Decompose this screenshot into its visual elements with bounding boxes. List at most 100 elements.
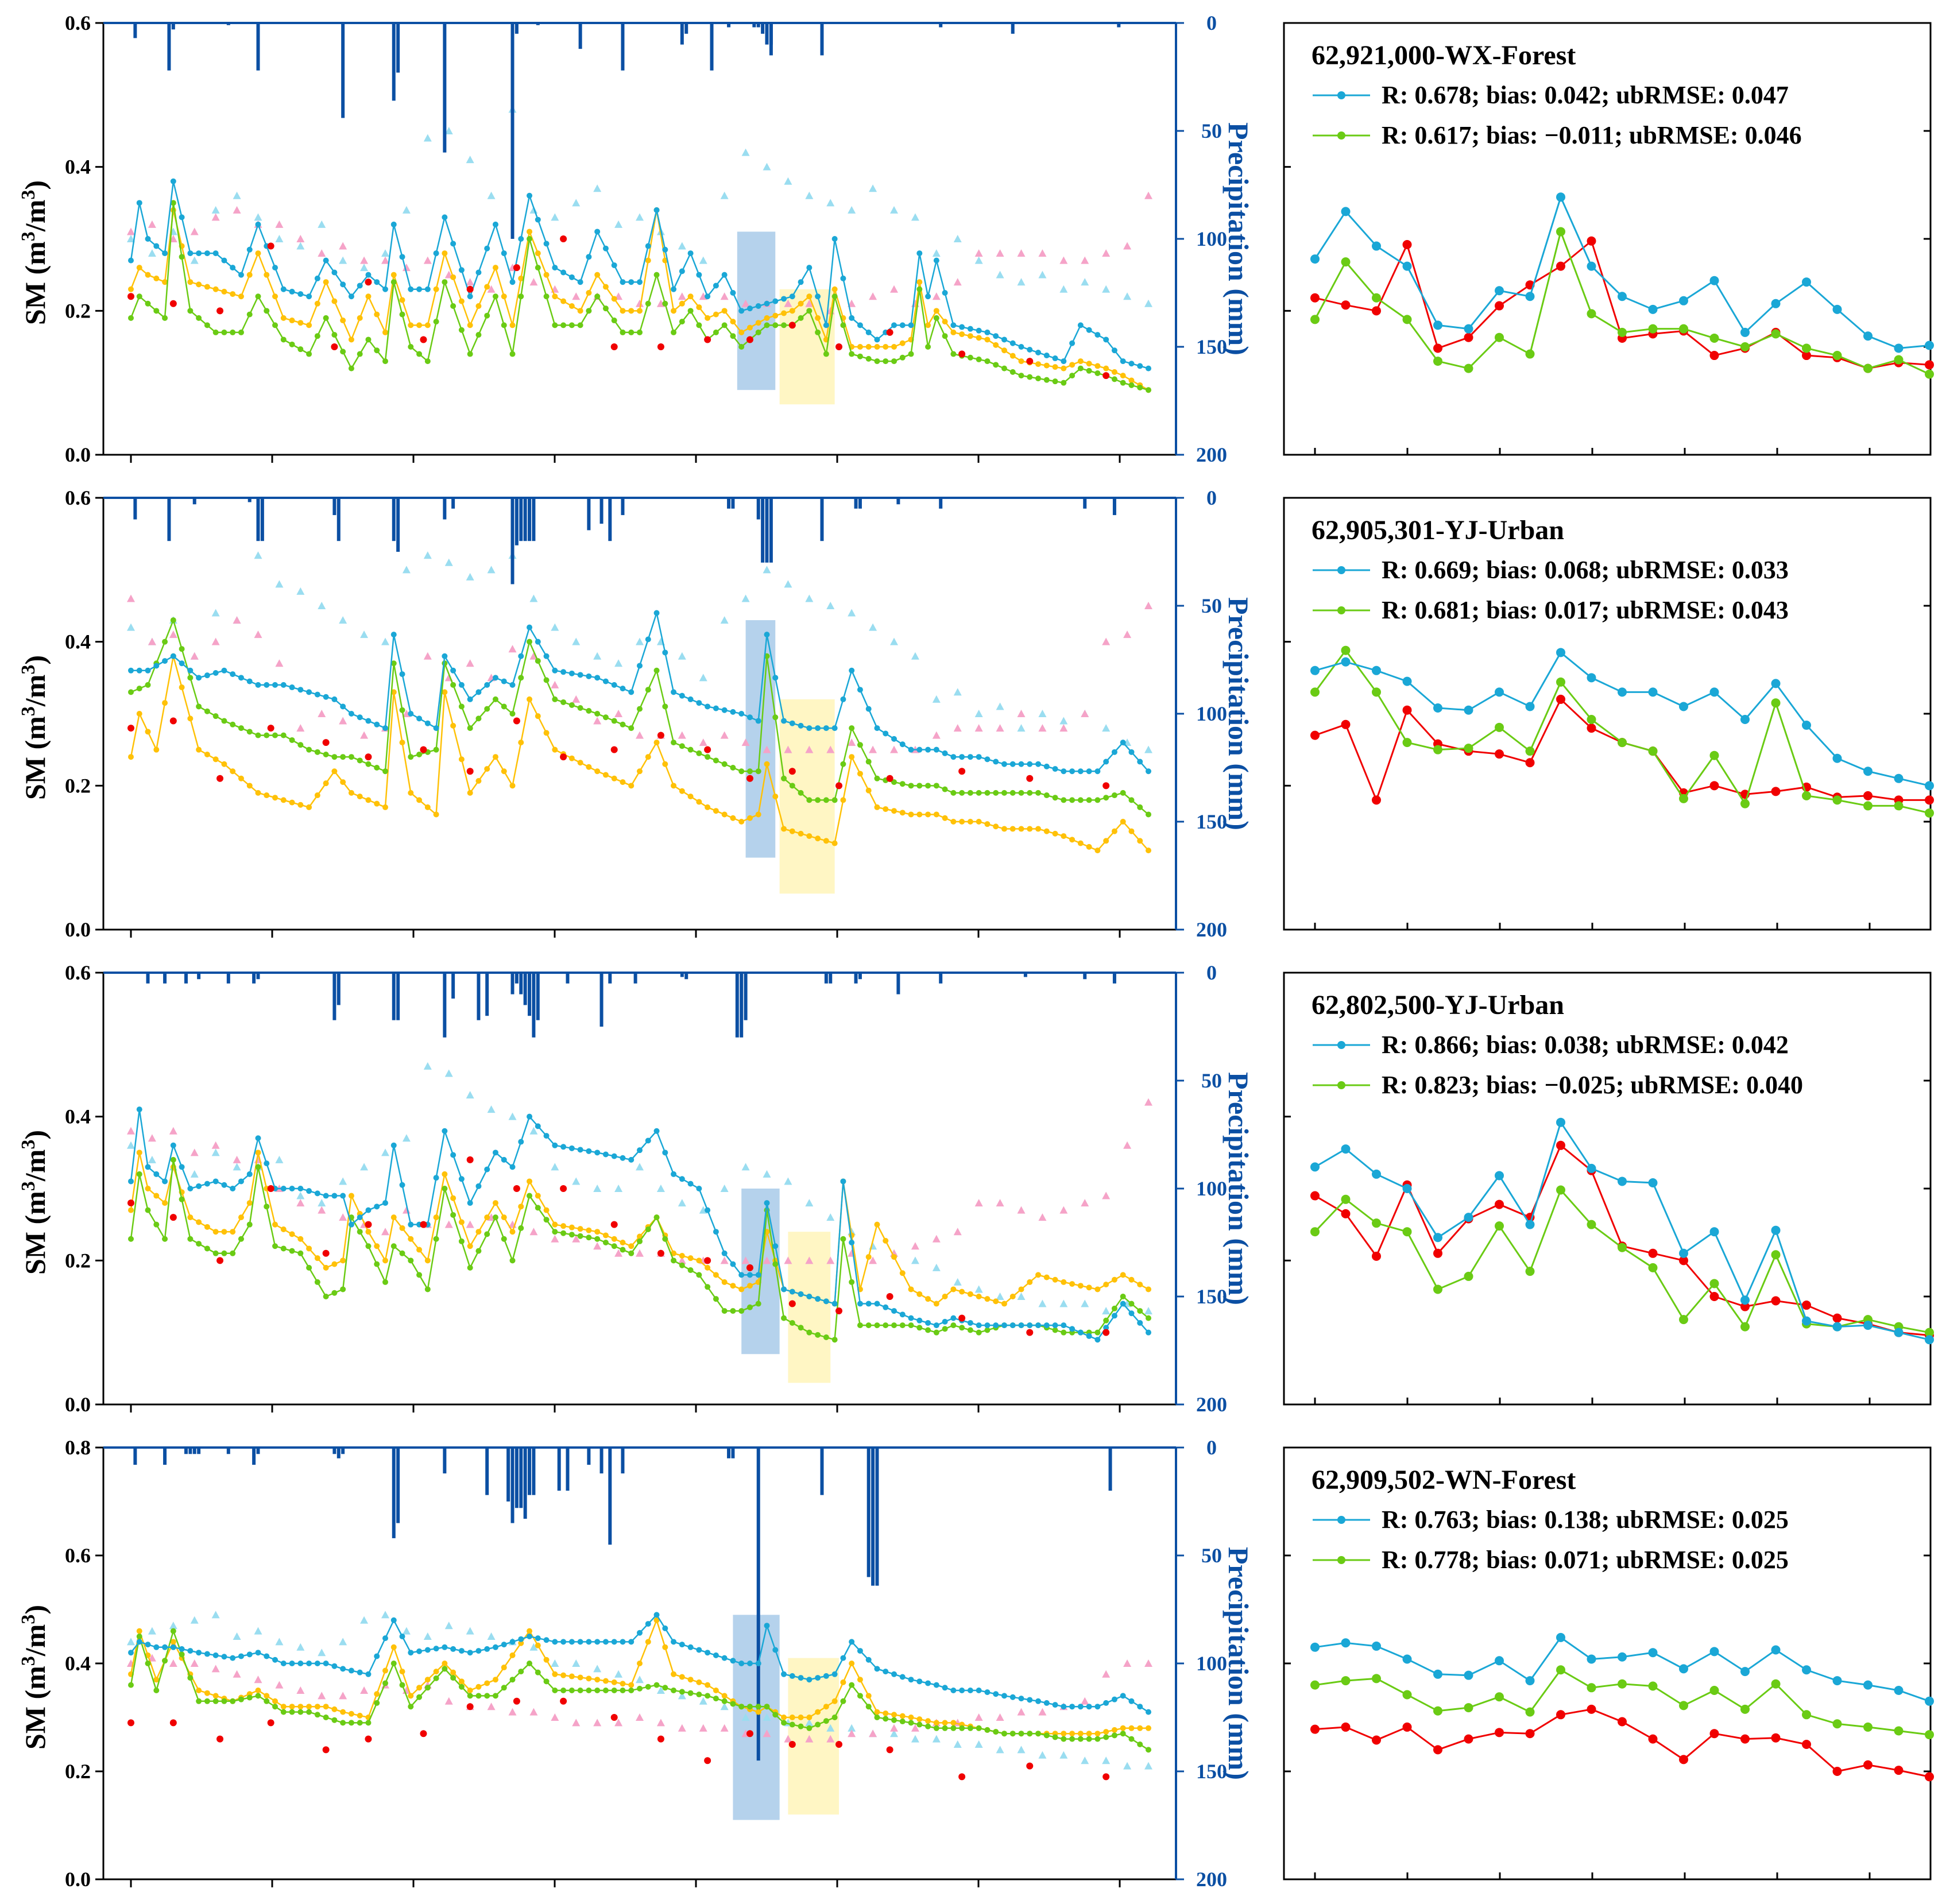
cyan-triangle-point bbox=[360, 1616, 369, 1624]
cmp-red-point bbox=[1341, 300, 1351, 310]
green-series-point bbox=[899, 1719, 906, 1725]
cmp-green-point bbox=[1832, 351, 1842, 361]
yellow-series-point bbox=[1103, 365, 1109, 371]
precipitation-bar bbox=[396, 498, 400, 552]
cmp-green-point bbox=[1802, 791, 1811, 800]
yellow-series-point bbox=[1009, 826, 1016, 832]
red-dot-point bbox=[420, 1221, 427, 1228]
yellow-series-point bbox=[772, 794, 779, 800]
yellow-series-point bbox=[535, 713, 541, 719]
green-series-point bbox=[255, 293, 261, 300]
blue-series-point bbox=[831, 725, 838, 732]
green-series-point bbox=[204, 1698, 210, 1704]
cmp-green-point bbox=[1925, 1328, 1934, 1337]
cmp-red-point bbox=[1709, 781, 1719, 791]
blue-series-point bbox=[1027, 1697, 1033, 1703]
cmp-green-point bbox=[1525, 349, 1535, 359]
yellow-series-point bbox=[831, 1698, 838, 1704]
green-series-point bbox=[798, 1723, 804, 1729]
pink-triangle-point bbox=[678, 731, 686, 739]
precipitation-bar bbox=[680, 23, 684, 45]
green-series-point bbox=[925, 783, 931, 789]
cyan-triangle-point bbox=[1123, 292, 1132, 300]
precipitation-bar bbox=[197, 973, 201, 980]
cmp-green-point bbox=[1341, 257, 1351, 267]
blue-series-point bbox=[967, 1319, 973, 1326]
blue-series-point bbox=[484, 682, 490, 688]
yellow-series-point bbox=[1043, 362, 1050, 369]
blue-series-point bbox=[611, 682, 617, 688]
yellow-series-point bbox=[1128, 377, 1135, 384]
cmp-red-point bbox=[1556, 1140, 1565, 1150]
cyan-triangle-point bbox=[127, 1638, 135, 1646]
yellow-series-point bbox=[306, 1245, 312, 1252]
blue-series-point bbox=[899, 741, 906, 748]
blue-series-point bbox=[424, 286, 431, 292]
cmp-blue-point bbox=[1832, 753, 1842, 763]
blue-series-point bbox=[179, 1164, 185, 1170]
blue-series-point bbox=[331, 696, 338, 702]
yellow-series-point bbox=[467, 1243, 473, 1249]
green-series-point bbox=[908, 1720, 914, 1726]
pink-triangle-point bbox=[805, 745, 814, 753]
red-dot-point bbox=[267, 242, 274, 250]
precipitation-bar bbox=[506, 1448, 510, 1501]
blue-series-point bbox=[1086, 1333, 1092, 1339]
cmp-red-point bbox=[1863, 791, 1873, 800]
blue-series-point bbox=[746, 305, 753, 312]
red-dot-point bbox=[331, 343, 338, 350]
blue-series-point bbox=[933, 1682, 939, 1688]
blue-series-point bbox=[577, 279, 583, 285]
blue-series-point bbox=[450, 1646, 457, 1652]
green-series-point bbox=[916, 1325, 923, 1331]
blue-series-point bbox=[976, 754, 982, 760]
blue-series-point bbox=[865, 1301, 872, 1307]
green-series-point bbox=[823, 1718, 829, 1724]
green-series-point bbox=[1009, 369, 1016, 375]
yellow-series-point bbox=[942, 1294, 948, 1299]
blue-series-point bbox=[458, 682, 465, 688]
blue-series-point bbox=[1094, 768, 1101, 775]
green-series-point bbox=[1001, 1731, 1007, 1737]
yellow-series-point bbox=[204, 1690, 210, 1696]
green-series-point bbox=[1069, 797, 1076, 803]
green-series-point bbox=[475, 1693, 482, 1699]
yellow-series-point bbox=[577, 1226, 583, 1232]
yellow-series-point bbox=[1094, 847, 1101, 854]
green-series-point bbox=[984, 1727, 991, 1733]
blue-series-point bbox=[823, 1673, 829, 1679]
cmp-blue-point bbox=[1464, 324, 1473, 334]
yellow-series-point bbox=[1001, 1301, 1007, 1307]
yellow-series-point bbox=[738, 1286, 745, 1292]
blue-series-point bbox=[306, 1661, 312, 1666]
blue-series-point bbox=[230, 1655, 236, 1661]
green-series-point bbox=[543, 677, 550, 683]
blue-series-point bbox=[1027, 1322, 1033, 1329]
cmp-green-point bbox=[1771, 1679, 1781, 1689]
legend-label: R: 0.669; bias: 0.068; ubRMSE: 0.033 bbox=[1382, 556, 1789, 584]
blue-series-point bbox=[577, 672, 583, 678]
cmp-blue-point bbox=[1402, 1184, 1412, 1193]
green-series-point bbox=[204, 1245, 210, 1252]
cmp-blue-point bbox=[1402, 676, 1412, 686]
cyan-triangle-point bbox=[211, 609, 220, 617]
blue-series-point bbox=[984, 756, 991, 763]
blue-series-point bbox=[1128, 1698, 1135, 1704]
green-series-point bbox=[602, 714, 609, 721]
cyan-triangle-point bbox=[487, 191, 496, 199]
precipitation-bar bbox=[608, 1448, 612, 1545]
blue-series-point bbox=[128, 1178, 134, 1185]
cyan-triangle-point bbox=[932, 249, 941, 257]
y-tick-label: 0.6 bbox=[65, 486, 91, 509]
red-dot-point bbox=[267, 1185, 274, 1192]
pink-triangle-point bbox=[1081, 1697, 1089, 1705]
cyan-triangle-point bbox=[826, 1724, 835, 1732]
green-series-point bbox=[755, 1301, 761, 1307]
yellow-series-point bbox=[272, 1221, 278, 1228]
blue-series-point bbox=[297, 291, 304, 297]
yellow-series-point bbox=[442, 689, 448, 695]
pink-triangle-point bbox=[466, 659, 474, 667]
blue-series-point bbox=[408, 711, 414, 717]
red-dot-point bbox=[420, 1730, 427, 1737]
precipitation-bar bbox=[336, 498, 341, 541]
